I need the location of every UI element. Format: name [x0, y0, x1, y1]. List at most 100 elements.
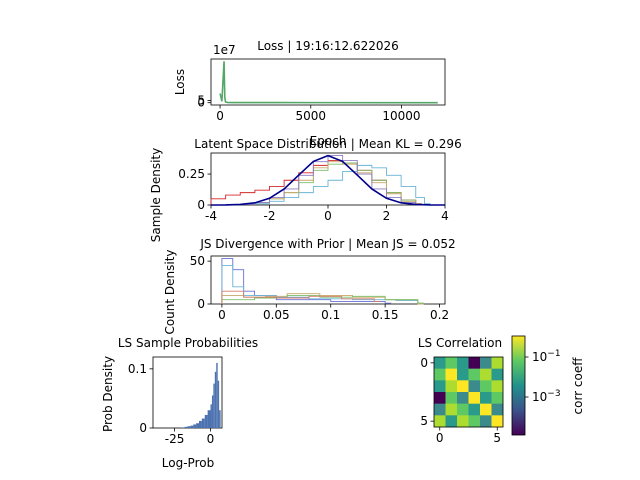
js-xtick-label: 0: [218, 308, 226, 322]
prob-bar: [187, 426, 191, 428]
js-xticks: 0 0.05 0.1 0.15 0.2: [218, 304, 449, 322]
js-xtick-label: 0.2: [430, 308, 449, 322]
corr-cell: [457, 380, 469, 393]
corr-cell: [434, 357, 446, 369]
colorbar-label: corr coeff: [571, 357, 585, 415]
prob-bar: [190, 425, 194, 428]
prob-bar: [219, 410, 221, 428]
prob-yticks: 00.1: [128, 362, 153, 435]
corr-cell: [457, 415, 469, 428]
prob-xticks: -25 0: [165, 428, 215, 446]
prob-ytick-label: 0: [139, 421, 147, 435]
corr-axes: [433, 356, 504, 428]
prob-bar: [216, 362, 218, 428]
corr-cell: [491, 403, 504, 416]
corr-cell: [434, 380, 446, 393]
loss-ylabel: Loss: [173, 69, 187, 95]
loss-title: Loss | 19:16:12.622026: [257, 39, 399, 53]
prob-ylabel: Prob Density: [101, 356, 115, 432]
loss-xtick-label: 5000: [295, 109, 326, 123]
prob-bar: [213, 383, 215, 428]
corr-cell: [445, 368, 458, 381]
corr-cell: [480, 380, 492, 393]
corr-cell: [480, 368, 492, 381]
prob-bar: [207, 410, 211, 428]
corr-cell: [445, 357, 458, 369]
loss-xtick-label: 10000: [382, 109, 420, 123]
prob-xlabel: Log-Prob: [162, 456, 214, 470]
js-series-3: [221, 294, 424, 304]
js-ylabel: Count Density: [163, 249, 177, 334]
corr-cell: [434, 368, 446, 381]
prob-xtick-label: -25: [165, 432, 185, 446]
corr-cell: [457, 357, 469, 369]
prob-bar: [184, 426, 188, 428]
corr-cell: [457, 403, 469, 416]
loss-offset-label: 1e7: [213, 43, 236, 57]
latent-ytick-label: 0: [197, 198, 205, 212]
colorbar: [511, 335, 526, 436]
latent-series-5: [210, 154, 446, 206]
colorbar-ticks: 10−1 10−3: [525, 349, 561, 404]
prob-title: LS Sample Probabilities: [118, 336, 258, 350]
prob-bar: [211, 395, 214, 428]
prob-bar: [210, 404, 212, 428]
latent-series-1: [254, 164, 431, 205]
corr-cell: [445, 403, 458, 416]
corr-cell: [480, 415, 492, 428]
js-xtick-label: 0.1: [321, 308, 340, 322]
corr-cell: [480, 357, 492, 369]
colorbar-tick-label: 10−3: [532, 389, 561, 404]
loss-xtick-label: 0: [216, 109, 224, 123]
loss-axes: [210, 58, 446, 106]
corr-cell: [434, 392, 446, 404]
corr-cell: [457, 368, 469, 381]
corr-cell: [491, 392, 504, 404]
latent-xticks: -4 -2 0 2 4: [205, 205, 449, 223]
prob-ytick-label: 0.1: [128, 362, 147, 376]
corr-ytick-label: 0: [420, 356, 428, 370]
corr-cell: [445, 380, 458, 393]
latent-title: Latent Space Distribution | Mean KL = 0.…: [194, 137, 461, 151]
latent-xtick-label: 0: [324, 209, 332, 223]
corr-cell: [457, 392, 469, 404]
corr-cell: [468, 368, 481, 381]
loss-series-0: [219, 61, 438, 104]
latent-ytick-label: 0.25: [178, 167, 205, 181]
js-plot-area: [221, 258, 424, 305]
corr-heatmap: [434, 357, 504, 428]
prob-plot-area: [181, 362, 221, 428]
prob-bar: [201, 418, 205, 428]
corr-cell: [468, 403, 481, 416]
corr-cell: [480, 392, 492, 404]
prob-bar: [181, 427, 185, 428]
prob-bar: [193, 424, 197, 428]
loss-ytick-label: 5: [197, 93, 205, 107]
latent-xtick-label: 2: [383, 209, 391, 223]
latent-series-3: [254, 161, 422, 205]
js-series-4: [221, 290, 381, 304]
corr-cell: [491, 357, 504, 369]
latent-xtick-label: -4: [205, 209, 217, 223]
corr-yticks: 05: [420, 356, 434, 428]
corr-cell: [491, 380, 504, 393]
corr-cell: [445, 415, 458, 428]
latent-xtick-label: 4: [441, 209, 449, 223]
js-ytick-label: 0: [197, 297, 205, 311]
corr-xtick-label: 5: [493, 431, 501, 445]
corr-title: LS Correlation: [418, 336, 502, 350]
corr-xtick-label: 0: [436, 431, 444, 445]
prob-xtick-label: 0: [207, 432, 215, 446]
colorbar-tick-label: 10−1: [532, 349, 561, 364]
latent-xtick-label: -2: [264, 209, 276, 223]
loss-ytick-label: 0: [197, 96, 205, 110]
prob-bar: [214, 371, 217, 428]
corr-cell: [434, 415, 446, 428]
corr-cell: [480, 403, 492, 416]
js-xtick-label: 0.05: [263, 308, 290, 322]
corr-cell: [491, 368, 504, 381]
prob-bar: [204, 414, 208, 428]
js-yticks: 0 50: [190, 254, 211, 311]
